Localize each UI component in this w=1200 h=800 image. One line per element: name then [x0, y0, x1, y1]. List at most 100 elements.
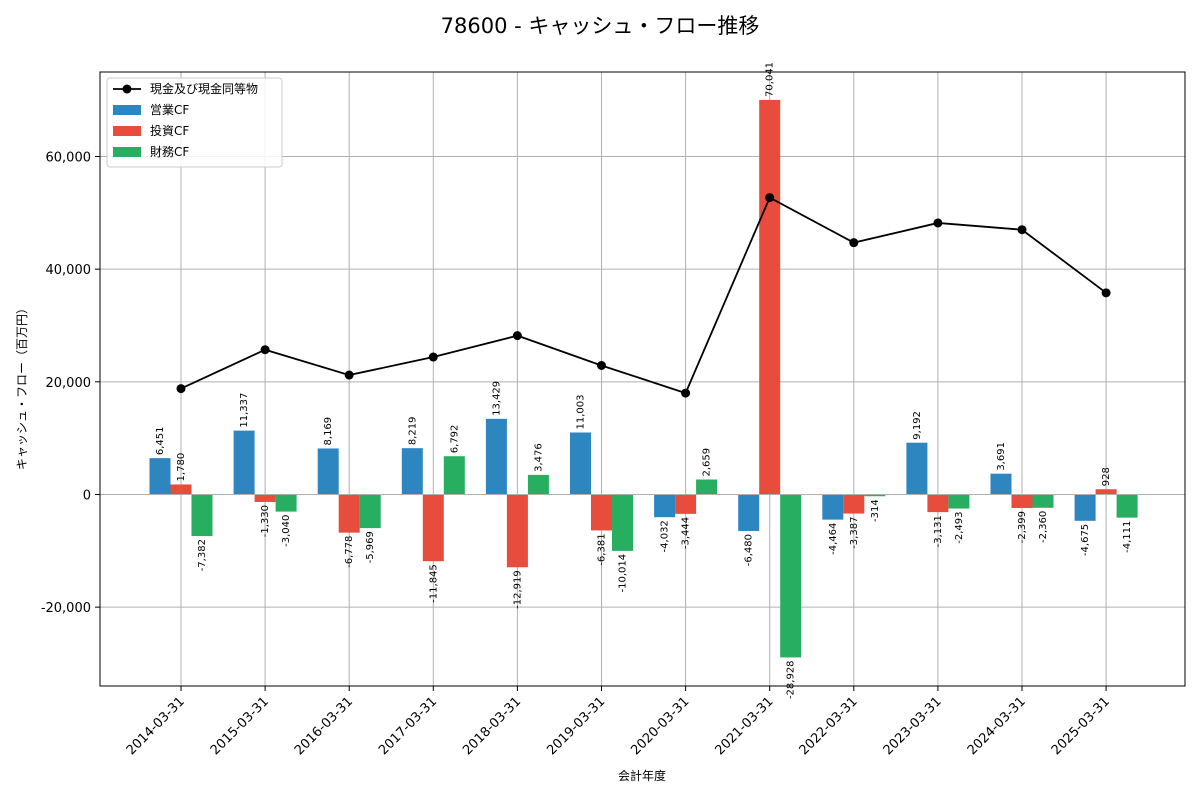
bar-投資CF — [759, 99, 781, 495]
bar-value-label: -6,778 — [344, 536, 355, 568]
bar-value-label: 3,691 — [996, 442, 1007, 471]
cash-point — [428, 352, 438, 362]
bar-value-label: 9,192 — [912, 411, 923, 440]
bar-投資CF — [422, 494, 444, 562]
bar-営業CF — [1074, 494, 1096, 521]
x-tick-label: 2025-03-31 — [1049, 694, 1113, 758]
bar-財務CF — [696, 479, 718, 495]
bar-財務CF — [948, 494, 970, 509]
bar-投資CF — [591, 494, 612, 531]
bar-財務CF — [612, 494, 633, 551]
bar-value-label: -2,493 — [954, 512, 965, 544]
bar-財務CF — [191, 494, 213, 537]
bar-value-label: 70,041 — [765, 62, 776, 97]
cash-point — [765, 193, 775, 203]
bar-value-label: 8,219 — [407, 417, 418, 446]
bar-value-label: 928 — [1101, 467, 1112, 486]
bar-営業CF — [317, 448, 339, 495]
bar-value-label: -3,131 — [933, 515, 944, 547]
bar-value-label: -3,040 — [281, 515, 292, 547]
bar-value-label: 6,451 — [155, 426, 166, 455]
y-tick-label: 40,000 — [46, 263, 92, 278]
bar-財務CF — [1116, 494, 1138, 518]
bar-財務CF — [443, 456, 465, 495]
bar-value-label: -4,464 — [828, 523, 839, 555]
bar-営業CF — [401, 448, 423, 495]
legend-box — [106, 77, 283, 168]
legend-line-marker — [122, 84, 132, 94]
x-tick-label: 2017-03-31 — [376, 694, 440, 758]
axes-layer: -20,000 0 20,000 40,000 60,000 2014-03-31 2015… — [41, 71, 1186, 758]
cash-point — [512, 331, 522, 341]
bar-投資CF — [675, 494, 697, 514]
x-tick-label: 2022-03-31 — [797, 694, 861, 758]
y-tick-label: 0 — [83, 488, 91, 503]
bar-営業CF — [149, 458, 171, 495]
bar-value-label: 11,003 — [576, 394, 587, 429]
x-tick-label: 2014-03-31 — [124, 694, 188, 758]
cash-point — [597, 360, 606, 370]
bar-value-label: -6,480 — [744, 534, 755, 566]
bar-財務CF — [864, 494, 886, 497]
bar-value-label: 13,429 — [491, 381, 502, 416]
x-tick-label: 2023-03-31 — [881, 694, 945, 758]
bar-投資CF — [506, 494, 528, 568]
legend-bar-swatch — [113, 105, 141, 115]
bar-value-label: 1,780 — [176, 453, 187, 482]
cash-point — [933, 218, 943, 228]
bar-value-label: 2,659 — [702, 448, 713, 477]
bar-value-label: 8,169 — [323, 417, 334, 446]
bar-営業CF — [738, 494, 760, 531]
bar-財務CF — [1032, 494, 1054, 508]
bar-投資CF — [927, 494, 949, 513]
legend-entry-label: 投資CF — [150, 123, 189, 138]
bar-投資CF — [1011, 494, 1033, 508]
bar-value-label: -3,387 — [849, 517, 860, 549]
bar-value-label: -2,360 — [1038, 511, 1049, 543]
x-tick-label: 2015-03-31 — [208, 694, 272, 758]
bar-投資CF — [1095, 489, 1117, 495]
bar-営業CF — [570, 432, 591, 495]
bar-value-label: 6,792 — [449, 425, 460, 454]
bar-value-label: 11,337 — [239, 393, 250, 428]
bar-value-label: -28,928 — [786, 660, 797, 699]
cash-point — [1101, 288, 1111, 298]
bar-営業CF — [822, 494, 844, 520]
bar-value-label: -314 — [870, 499, 881, 522]
bars-layer — [149, 99, 1138, 658]
x-axis-label: 会計年度 — [618, 768, 666, 783]
bar-value-label: -12,919 — [512, 570, 523, 609]
bar-value-label: -3,444 — [681, 517, 692, 549]
legend-bar-swatch — [113, 147, 141, 157]
cash-point — [260, 345, 270, 355]
bar-value-label: -5,969 — [365, 531, 376, 563]
plot-frame — [99, 71, 1186, 687]
bar-財務CF — [359, 494, 381, 529]
bar-営業CF — [654, 494, 676, 518]
x-tick-label: 2024-03-31 — [965, 694, 1029, 758]
chart-title: 78600 - キャッシュ・フロー推移 — [441, 14, 760, 38]
y-axis-label: キャッシュ・フロー（百万円） — [15, 302, 29, 470]
cash-point — [176, 384, 186, 394]
x-tick-label: 2020-03-31 — [628, 694, 692, 758]
legend-entry-label: 営業CF — [150, 103, 189, 117]
cash-line — [180, 196, 1107, 395]
cash-point — [681, 388, 691, 398]
bar-value-label: -7,382 — [197, 539, 208, 571]
bar-value-label: -10,014 — [618, 554, 629, 593]
bar-value-label: -4,111 — [1122, 521, 1133, 553]
bar-営業CF — [485, 418, 507, 495]
x-tick-label: 2021-03-31 — [712, 694, 776, 758]
bar-財務CF — [275, 494, 297, 512]
bar-value-label: -1,330 — [260, 505, 271, 537]
x-tick-label: 2019-03-31 — [544, 694, 608, 758]
x-tick-label: 2018-03-31 — [460, 694, 524, 758]
line-layer — [100, 193, 1185, 495]
cash-point — [849, 238, 859, 248]
bar-営業CF — [233, 430, 255, 495]
bar-財務CF — [780, 494, 802, 658]
bar-value-label: -2,399 — [1017, 511, 1028, 543]
bar-投資CF — [170, 484, 192, 495]
bar-財務CF — [527, 474, 549, 495]
